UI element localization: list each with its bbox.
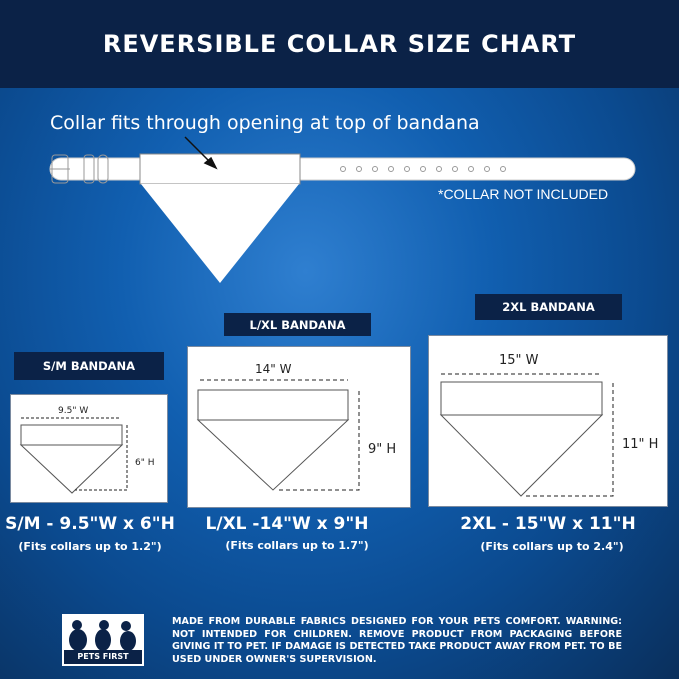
collar-hole (372, 166, 378, 172)
collar-hole (484, 166, 490, 172)
bandana-triangle (141, 184, 299, 283)
size-diagram-lxl: 14" W 9" H (187, 346, 411, 508)
size-label-sm: S/M BANDANA (14, 352, 164, 380)
collar-hole (468, 166, 474, 172)
dogs-icon (69, 620, 136, 651)
size-summary-sm: S/M - 9.5"W x 6"H (5, 514, 175, 534)
collar-hole (340, 166, 346, 172)
size-label-2xl: 2XL BANDANA (475, 294, 622, 320)
collar-hole (452, 166, 458, 172)
collar-hole (356, 166, 362, 172)
pets-first-logo: PETS FIRST (62, 614, 144, 666)
page-title: REVERSIBLE COLLAR SIZE CHART (102, 30, 577, 58)
collar-hole (436, 166, 442, 172)
arrow-icon (184, 136, 218, 170)
collar-hole (500, 166, 506, 172)
width-label: 9.5" W (58, 406, 88, 416)
collar-holes (340, 166, 506, 172)
fit-note-2xl: (Fits collars up to 2.4") (480, 540, 624, 553)
size-summary-lxl: L/XL -14"W x 9"H (205, 514, 369, 534)
size-diagram-sm: 9.5" W 6" H (10, 394, 168, 503)
disclaimer-text: MADE FROM DURABLE FABRICS DESIGNED FOR Y… (172, 616, 622, 665)
brand-name: PETS FIRST (64, 650, 142, 664)
collar-illustration (49, 136, 636, 283)
fit-note-lxl: (Fits collars up to 1.7") (225, 539, 369, 552)
buckle-icon (50, 154, 109, 184)
height-label: 6" H (135, 458, 155, 468)
collar-hole (404, 166, 410, 172)
size-diagram-2xl: 15" W 11" H (428, 335, 668, 507)
size-summary-2xl: 2XL - 15"W x 11"H (460, 514, 636, 534)
collar-hole (388, 166, 394, 172)
height-label: 11" H (622, 437, 658, 452)
width-label: 15" W (499, 353, 539, 368)
height-label: 9" H (368, 442, 396, 457)
collar-hole (420, 166, 426, 172)
size-label-lxl: L/XL BANDANA (224, 313, 371, 336)
collar-caption: Collar fits through opening at top of ba… (50, 112, 480, 134)
header-band: REVERSIBLE COLLAR SIZE CHART (0, 0, 679, 88)
bandana-sleeve (139, 153, 301, 185)
collar-not-included-note: *COLLAR NOT INCLUDED (438, 186, 609, 202)
fit-note-sm: (Fits collars up to 1.2") (18, 540, 162, 553)
width-label: 14" W (255, 362, 292, 376)
